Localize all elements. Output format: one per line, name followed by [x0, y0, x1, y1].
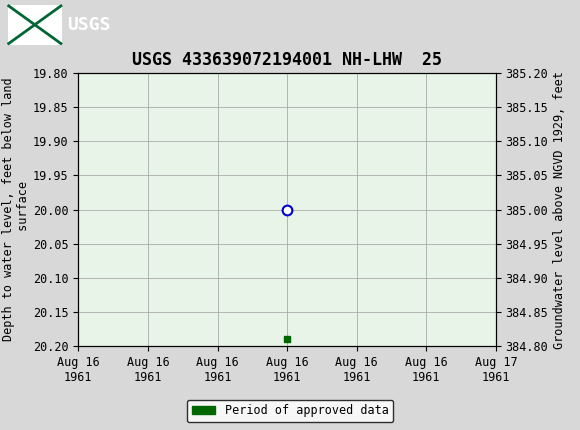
Title: USGS 433639072194001 NH-LHW  25: USGS 433639072194001 NH-LHW 25 [132, 51, 442, 69]
Legend: Period of approved data: Period of approved data [187, 399, 393, 422]
Y-axis label: Depth to water level, feet below land
 surface: Depth to water level, feet below land su… [2, 78, 30, 341]
Text: USGS: USGS [67, 16, 110, 34]
Y-axis label: Groundwater level above NGVD 1929, feet: Groundwater level above NGVD 1929, feet [553, 71, 566, 349]
Bar [9, 6, 61, 43]
